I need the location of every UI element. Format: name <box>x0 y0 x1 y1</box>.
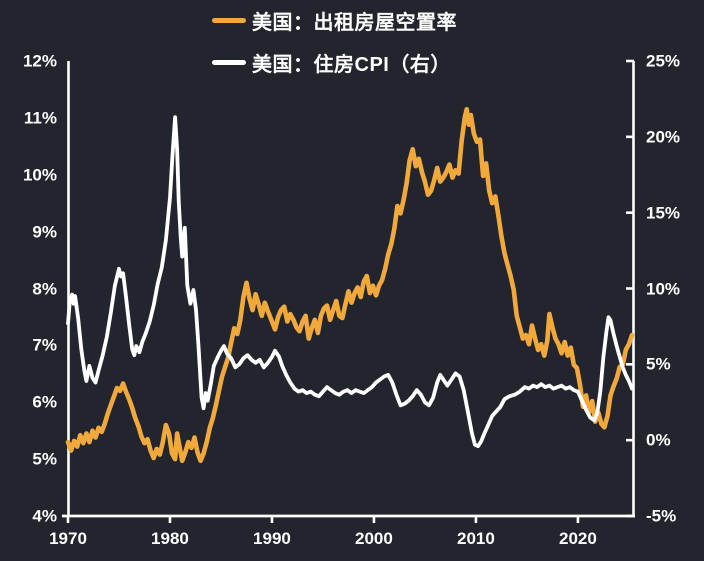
x-axis-tick-label: 1970 <box>49 529 87 548</box>
y-right-tick-label: 20% <box>646 127 681 147</box>
x-axis-tick-label: 2010 <box>457 529 495 548</box>
housing-cpi-line <box>66 115 634 449</box>
vacancy-line-swatch-icon <box>212 18 246 23</box>
y-right-tick-label: 10% <box>646 279 681 298</box>
y-left-tick-label: 10% <box>22 165 57 185</box>
y-right-tick-label: 0% <box>646 430 671 450</box>
y-left-tick-label: 8% <box>32 279 57 298</box>
legend-label-housing-cpi: 美国：住房CPI（右） <box>252 54 451 76</box>
legend-item-vacancy-rate: 美国：出租房屋空置率 <box>212 6 457 35</box>
legend-label-vacancy-rate: 美国：出租房屋空置率 <box>252 12 457 34</box>
x-axis-tick-label: 2020 <box>558 529 597 548</box>
y-right-tick-label: 25% <box>646 51 681 71</box>
x-axis-tick-label: 1990 <box>253 529 291 548</box>
y-left-tick-label: 11% <box>23 108 57 128</box>
y-left-tick-label: 12% <box>22 51 57 71</box>
y-right-tick-label: 5% <box>646 354 671 374</box>
y-right-tick-label: 15% <box>646 203 681 223</box>
y-left-tick-label: 5% <box>32 449 57 469</box>
legend: 美国：出租房屋空置率 美国：住房CPI（右） <box>212 6 457 77</box>
x-axis-tick-label: 1980 <box>151 529 189 548</box>
y-left-tick-label: 4% <box>32 506 57 526</box>
y-right-tick-label: -5% <box>646 506 677 526</box>
legend-item-housing-cpi: 美国：住房CPI（右） <box>212 48 457 77</box>
vacancy-rate-line <box>65 107 635 464</box>
y-left-tick-label: 9% <box>32 222 57 242</box>
y-left-tick-label: 6% <box>32 392 57 412</box>
cpi-line-swatch-icon <box>212 60 246 65</box>
y-left-tick-label: 7% <box>32 335 57 355</box>
x-axis-tick-label: 2000 <box>355 529 393 548</box>
